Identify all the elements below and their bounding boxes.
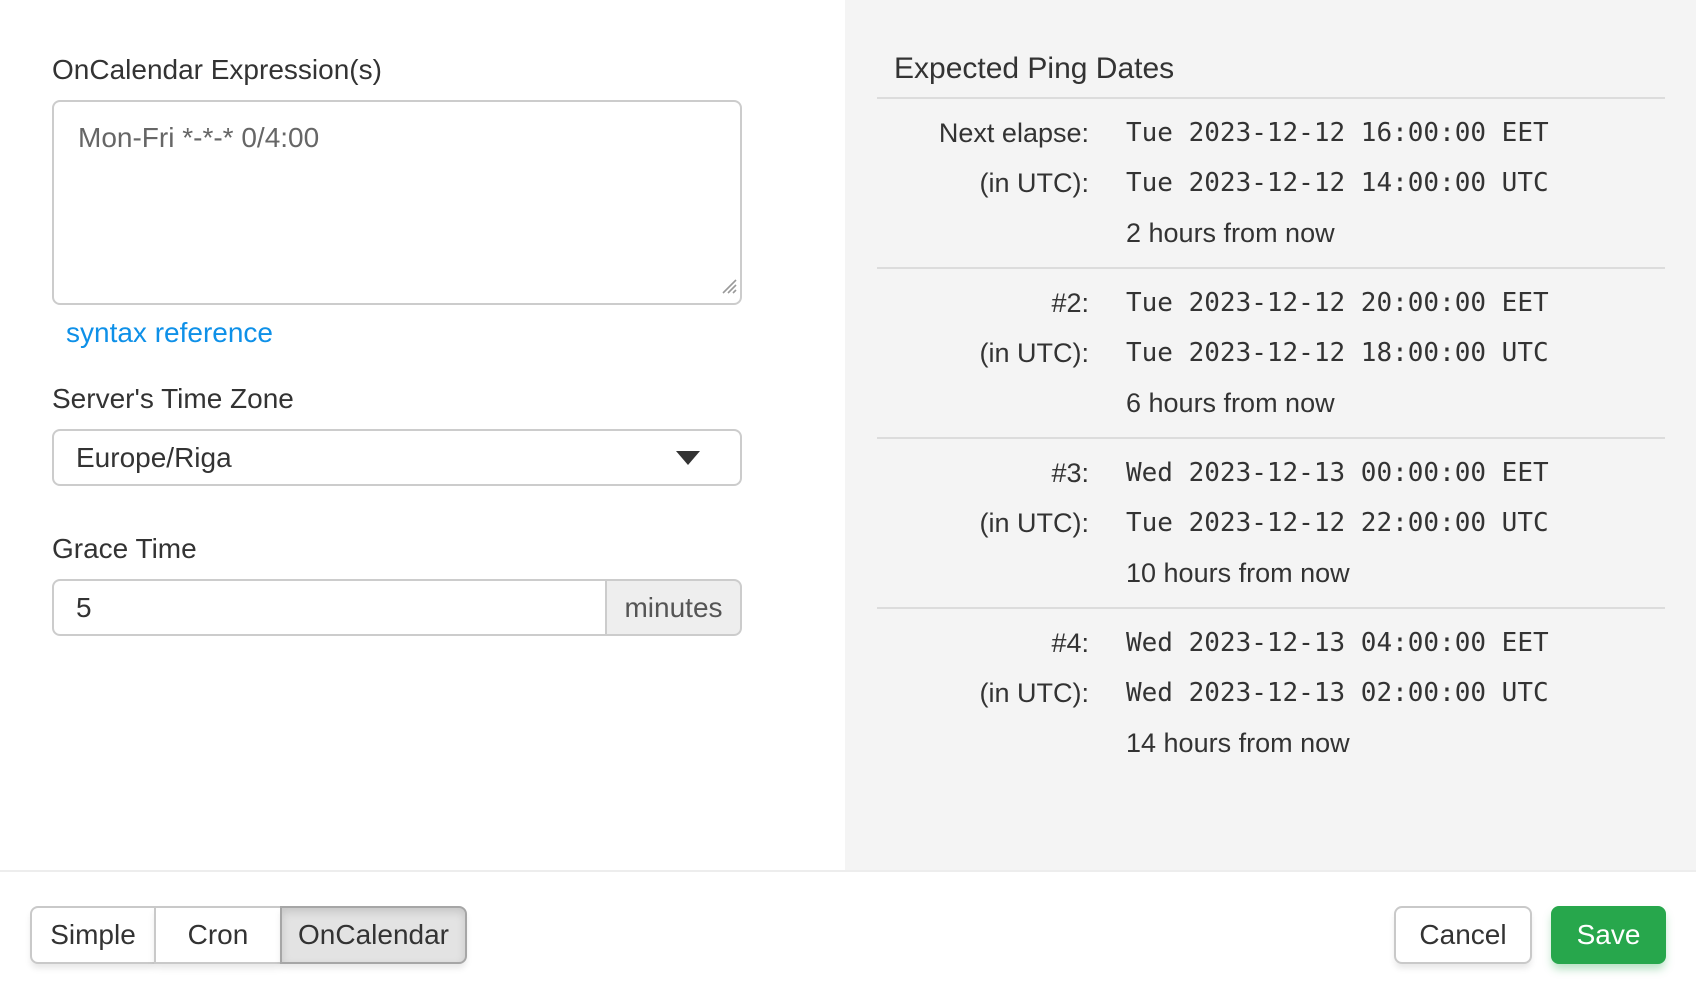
ping-date-spacer [877, 556, 1089, 590]
ping-date-row: #2: Tue 2023-12-12 20:00:00 EET [877, 278, 1665, 328]
tab-cron[interactable]: Cron [154, 906, 282, 964]
ping-date-relative: 2 hours from now [1126, 218, 1335, 248]
ping-date-local: Wed 2023-12-13 00:00:00 EET [1126, 458, 1549, 488]
timezone-select[interactable]: Europe/Riga [52, 429, 742, 486]
grace-time-unit: minutes [606, 579, 742, 636]
ping-date-group: #3: Wed 2023-12-13 00:00:00 EET (in UTC)… [877, 437, 1665, 607]
ping-date-relative: 14 hours from now [1126, 728, 1350, 758]
dialog-body: OnCalendar Expression(s) Mon-Fri *-*-* 0… [0, 0, 1696, 870]
ping-date-row: 10 hours from now [877, 548, 1665, 598]
expected-ping-dates-panel: Expected Ping Dates Next elapse: Tue 202… [845, 0, 1696, 870]
ping-date-group: Next elapse: Tue 2023-12-12 16:00:00 EET… [877, 97, 1665, 267]
ping-date-utc-label: (in UTC): [979, 338, 1090, 368]
ping-date-row: (in UTC): Tue 2023-12-12 22:00:00 UTC [877, 498, 1665, 548]
ping-date-relative: 6 hours from now [1126, 388, 1335, 418]
ping-date-local: Tue 2023-12-12 16:00:00 EET [1126, 118, 1549, 148]
timezone-selected-value: Europe/Riga [76, 441, 232, 473]
ping-date-row: #3: Wed 2023-12-13 00:00:00 EET [877, 448, 1665, 498]
ping-date-group: #4: Wed 2023-12-13 04:00:00 EET (in UTC)… [877, 607, 1665, 777]
ping-date-utc-label: (in UTC): [979, 678, 1090, 708]
expression-field-wrap: Mon-Fri *-*-* 0/4:00 [52, 100, 742, 305]
dialog-footer: Simple Cron OnCalendar Cancel Save [0, 870, 1696, 998]
ping-date-row: (in UTC): Tue 2023-12-12 18:00:00 UTC [877, 328, 1665, 378]
syntax-reference-link[interactable]: syntax reference [66, 317, 273, 348]
timezone-label: Server's Time Zone [52, 383, 294, 414]
cancel-button[interactable]: Cancel [1394, 906, 1532, 964]
expression-label: OnCalendar Expression(s) [52, 54, 382, 85]
ping-date-utc: Wed 2023-12-13 02:00:00 UTC [1126, 678, 1549, 708]
ping-date-row: 14 hours from now [877, 718, 1665, 768]
ping-date-row: #4: Wed 2023-12-13 04:00:00 EET [877, 618, 1665, 668]
ping-date-label: #2: [1051, 288, 1089, 318]
grace-time-input[interactable] [52, 579, 606, 636]
save-button[interactable]: Save [1551, 906, 1666, 964]
grace-time-label: Grace Time [52, 533, 197, 564]
ping-date-spacer [877, 726, 1089, 760]
ping-date-label: #4: [1051, 628, 1089, 658]
ping-date-utc: Tue 2023-12-12 14:00:00 UTC [1126, 168, 1549, 198]
ping-date-utc-label: (in UTC): [979, 508, 1090, 538]
ping-date-group: #2: Tue 2023-12-12 20:00:00 EET (in UTC)… [877, 267, 1665, 437]
ping-date-local: Tue 2023-12-12 20:00:00 EET [1126, 288, 1549, 318]
ping-date-label: #3: [1051, 458, 1089, 488]
ping-date-spacer [877, 216, 1089, 250]
schedule-mode-tabs: Simple Cron OnCalendar [30, 906, 467, 964]
ping-date-label: Next elapse: [938, 118, 1089, 148]
ping-date-row: 2 hours from now [877, 208, 1665, 258]
ping-date-row: 6 hours from now [877, 378, 1665, 428]
grace-time-group: minutes [52, 579, 742, 636]
ping-date-spacer [877, 386, 1089, 420]
tab-simple[interactable]: Simple [30, 906, 156, 964]
ping-date-list: Next elapse: Tue 2023-12-12 16:00:00 EET… [877, 97, 1665, 777]
ping-date-utc: Tue 2023-12-12 18:00:00 UTC [1126, 338, 1549, 368]
schedule-form: OnCalendar Expression(s) Mon-Fri *-*-* 0… [0, 0, 845, 870]
tab-oncalendar[interactable]: OnCalendar [280, 906, 467, 964]
resize-grip-icon[interactable] [717, 274, 737, 299]
ping-date-row: (in UTC): Wed 2023-12-13 02:00:00 UTC [877, 668, 1665, 718]
expression-textarea[interactable]: Mon-Fri *-*-* 0/4:00 [52, 100, 742, 305]
ping-date-local: Wed 2023-12-13 04:00:00 EET [1126, 628, 1549, 658]
ping-date-utc: Tue 2023-12-12 22:00:00 UTC [1126, 508, 1549, 538]
ping-date-row: Next elapse: Tue 2023-12-12 16:00:00 EET [877, 108, 1665, 158]
panel-title: Expected Ping Dates [894, 52, 1175, 85]
ping-date-relative: 10 hours from now [1126, 558, 1350, 588]
ping-date-row: (in UTC): Tue 2023-12-12 14:00:00 UTC [877, 158, 1665, 208]
chevron-down-icon [676, 450, 700, 465]
ping-date-utc-label: (in UTC): [979, 168, 1090, 198]
